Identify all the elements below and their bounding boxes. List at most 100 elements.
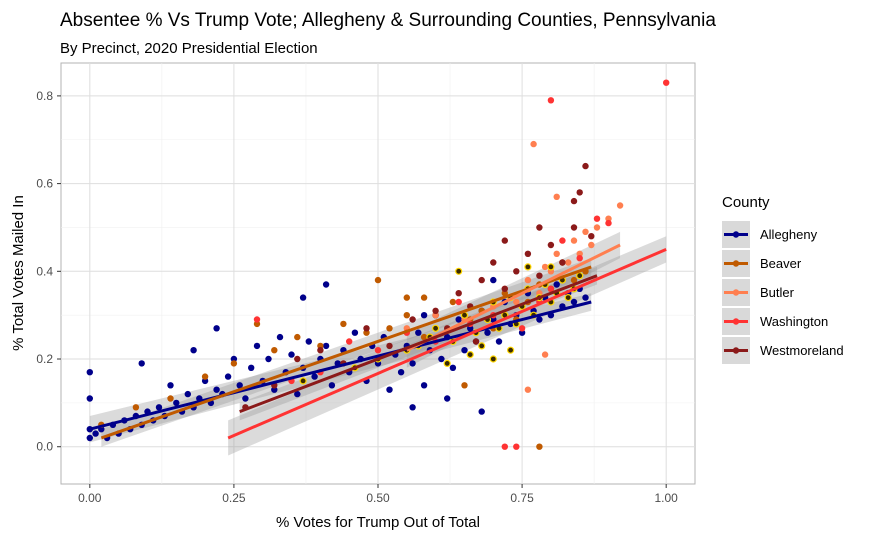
x-axis-ticks: 0.00 0.25 0.50 0.75 1.00: [78, 484, 678, 505]
data-point: [420, 294, 428, 301]
data-point: [86, 434, 94, 442]
data-point: [403, 294, 410, 301]
data-point: [472, 338, 480, 345]
highlight-point: [547, 263, 555, 271]
x-tick-label: 1.00: [655, 491, 679, 505]
data-point: [386, 325, 393, 332]
data-point: [201, 373, 209, 380]
data-point: [363, 325, 370, 332]
data-point: [386, 386, 393, 393]
data-point: [582, 162, 589, 170]
data-point: [536, 224, 543, 231]
legend-items: Allegheny Beaver Butler Washington Westmorel…: [722, 221, 844, 364]
highlight-point: [524, 263, 532, 271]
data-point: [386, 342, 393, 350]
data-point: [495, 338, 503, 345]
data-point: [501, 443, 508, 450]
data-point: [547, 241, 555, 249]
legend-key-point: [732, 289, 740, 296]
data-point: [455, 316, 462, 323]
data-point: [322, 281, 330, 288]
data-point: [213, 386, 220, 393]
data-point: [461, 347, 468, 354]
data-point: [547, 97, 555, 104]
data-point: [311, 373, 318, 380]
data-point: [438, 355, 445, 363]
highlight-point: [564, 294, 572, 302]
fit-line-allegheny: [89, 300, 592, 431]
data-point: [524, 386, 532, 393]
data-point: [582, 228, 589, 235]
data-point: [501, 290, 508, 297]
data-point: [518, 329, 526, 336]
data-point: [576, 255, 583, 262]
data-point: [588, 241, 595, 249]
data-point: [213, 325, 220, 332]
data-point: [253, 342, 261, 350]
data-point: [265, 355, 272, 363]
data-point: [86, 395, 94, 402]
data-point: [518, 325, 526, 332]
fit-band-allegheny: [89, 293, 592, 443]
legend-label-washington: Washington: [760, 314, 828, 329]
data-point: [92, 430, 99, 437]
x-axis-title: % Votes for Trump Out of Total: [276, 514, 480, 531]
data-point: [184, 390, 191, 398]
data-point: [524, 276, 532, 284]
data-point: [605, 215, 612, 222]
highlight-point: [455, 267, 463, 275]
data-point: [294, 333, 301, 341]
data-point: [403, 312, 410, 319]
y-axis-title: % Total Votes Mailed In: [10, 195, 27, 351]
data-point: [536, 316, 543, 323]
data-point: [588, 233, 595, 240]
data-point: [248, 364, 255, 371]
data-point: [132, 404, 140, 411]
data-point: [294, 390, 301, 398]
data-point: [253, 316, 261, 323]
data-point: [553, 250, 560, 257]
data-point: [288, 351, 295, 358]
legend: County Allegheny Beaver Butler Washington We…: [722, 194, 844, 364]
data-point: [547, 285, 555, 292]
data-point: [455, 290, 462, 297]
data-point: [190, 347, 197, 354]
x-tick-label: 0.25: [222, 491, 246, 505]
legend-key-point: [732, 318, 740, 325]
highlight-point: [507, 346, 515, 354]
highlight-point: [576, 272, 584, 280]
data-point: [570, 298, 578, 306]
y-tick-label: 0.8: [36, 89, 53, 103]
data-point: [271, 386, 278, 393]
data-point: [541, 351, 549, 358]
data-point: [276, 333, 284, 341]
fit-line-westmoreland: [239, 274, 598, 414]
data-point: [541, 263, 549, 271]
data-point: [432, 312, 439, 319]
data-point: [605, 219, 612, 227]
data-point: [173, 399, 180, 407]
data-point: [299, 294, 307, 301]
data-point: [536, 443, 543, 450]
data-point: [490, 259, 497, 266]
data-point: [616, 202, 624, 209]
data-point: [576, 250, 583, 257]
legend-key-point: [732, 231, 740, 238]
data-point: [363, 329, 370, 336]
data-point: [271, 347, 278, 354]
data-point: [576, 189, 583, 196]
data-point: [478, 276, 485, 284]
data-point: [420, 312, 428, 319]
data-point: [346, 338, 353, 345]
legend-key-point: [732, 347, 740, 354]
legend-label-beaver: Beaver: [760, 256, 802, 271]
y-tick-label: 0.6: [36, 177, 53, 191]
data-point: [409, 360, 416, 367]
data-point: [167, 382, 174, 389]
data-point: [86, 369, 94, 376]
data-point: [374, 276, 382, 284]
grid-lines: [61, 63, 695, 484]
data-point: [340, 320, 347, 328]
data-point: [420, 333, 428, 341]
